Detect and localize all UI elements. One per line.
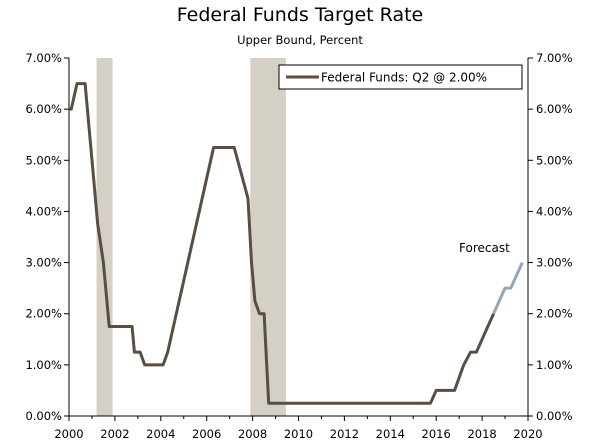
y-tick-label-left: 2.00% <box>25 307 62 321</box>
y-tick-label-right: 2.00% <box>536 307 573 321</box>
axes <box>64 57 533 421</box>
legend-label: Federal Funds: Q2 @ 2.00% <box>321 71 487 85</box>
x-tick-label: 2018 <box>467 427 496 441</box>
y-tick-label-right: 4.00% <box>536 204 573 218</box>
recession-shading <box>96 58 286 416</box>
x-tick-label: 2006 <box>192 427 221 441</box>
series-line-federal-funds <box>69 82 495 405</box>
x-tick-label: 2016 <box>422 427 451 441</box>
x-tick-label: 2008 <box>238 427 267 441</box>
y-tick-label-left: 0.00% <box>25 409 62 423</box>
chart-subtitle: Upper Bound, Percent <box>237 33 363 47</box>
y-tick-label-right: 0.00% <box>536 409 573 423</box>
x-tick-label: 2004 <box>146 427 175 441</box>
x-tick-label: 2014 <box>376 427 405 441</box>
recession-band-2 <box>250 58 286 416</box>
y-tick-label-left: 7.00% <box>25 51 62 65</box>
y-tick-label-right: 5.00% <box>536 153 573 167</box>
x-tick-label: 2000 <box>54 427 83 441</box>
y-tick-label-left: 1.00% <box>25 358 62 372</box>
tick-labels: 0.00% 0.00% 1.00% 1.00% 2.00% 2.00% 3.00% 3.00%… <box>25 51 572 441</box>
x-tick-label: 2010 <box>284 427 313 441</box>
x-tick-label: 2012 <box>330 427 359 441</box>
x-tick-label: 2020 <box>513 427 542 441</box>
y-tick-label-right: 6.00% <box>536 102 573 116</box>
x-tick-label: 2002 <box>100 427 129 441</box>
series-lines <box>69 82 524 405</box>
y-tick-label-right: 1.00% <box>536 358 573 372</box>
y-tick-label-left: 6.00% <box>25 102 62 116</box>
y-tick-label-left: 5.00% <box>25 153 62 167</box>
y-tick-label-left: 4.00% <box>25 204 62 218</box>
y-tick-label-right: 7.00% <box>536 51 573 65</box>
y-tick-label-left: 3.00% <box>25 256 62 270</box>
chart-title: Federal Funds Target Rate <box>176 4 424 26</box>
legend: Federal Funds: Q2 @ 2.00% <box>278 64 523 90</box>
legend-box <box>278 64 523 90</box>
y-tick-label-right: 3.00% <box>536 256 573 270</box>
series-line-forecast <box>492 261 524 315</box>
forecast-annotation: Forecast <box>459 241 510 255</box>
